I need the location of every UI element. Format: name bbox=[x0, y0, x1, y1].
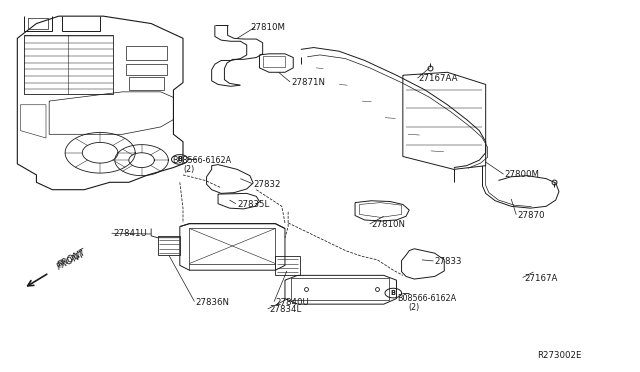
Text: B08566-6162A: B08566-6162A bbox=[172, 155, 231, 165]
Text: FRONT: FRONT bbox=[57, 247, 88, 270]
Text: 27870: 27870 bbox=[518, 211, 545, 220]
Text: 27871N: 27871N bbox=[291, 78, 325, 87]
Text: B: B bbox=[391, 290, 396, 296]
Text: 27841U: 27841U bbox=[113, 230, 147, 238]
Text: 27800M: 27800M bbox=[505, 170, 540, 179]
Text: B: B bbox=[177, 156, 182, 163]
Text: 27832: 27832 bbox=[253, 180, 280, 189]
Text: B08566-6162A: B08566-6162A bbox=[397, 294, 457, 303]
Text: 27810N: 27810N bbox=[371, 220, 405, 229]
Text: 27835L: 27835L bbox=[237, 200, 269, 209]
Text: 27167AA: 27167AA bbox=[419, 74, 458, 83]
Text: 27836N: 27836N bbox=[196, 298, 230, 307]
Text: FRONT: FRONT bbox=[56, 249, 87, 272]
Text: 27833: 27833 bbox=[435, 257, 462, 266]
Text: 27834L: 27834L bbox=[269, 305, 301, 314]
Text: (2): (2) bbox=[408, 303, 420, 312]
Text: 27810M: 27810M bbox=[250, 23, 285, 32]
Text: 27167A: 27167A bbox=[524, 274, 557, 283]
Text: (2): (2) bbox=[183, 165, 195, 174]
Text: R273002E: R273002E bbox=[537, 350, 581, 360]
Text: 27840U: 27840U bbox=[275, 298, 309, 307]
